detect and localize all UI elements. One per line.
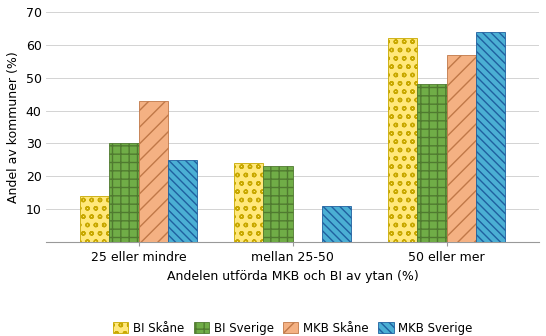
Bar — [168, 160, 197, 242]
Bar — [139, 101, 168, 242]
Bar — [447, 55, 476, 242]
Bar — [110, 143, 139, 242]
Y-axis label: Andel av kommuner (%): Andel av kommuner (%) — [7, 51, 20, 203]
Bar — [234, 163, 264, 242]
X-axis label: Andelen utförda MKB och BI av ytan (%): Andelen utförda MKB och BI av ytan (%) — [167, 269, 419, 283]
Legend: BI Skåne, BI Sverige, MKB Skåne, MKB Sverige: BI Skåne, BI Sverige, MKB Skåne, MKB Sve… — [108, 317, 477, 336]
Bar — [322, 206, 351, 242]
Bar — [80, 196, 110, 242]
Bar — [388, 38, 418, 242]
Bar — [476, 32, 505, 242]
Bar — [264, 166, 293, 242]
Bar — [418, 84, 447, 242]
